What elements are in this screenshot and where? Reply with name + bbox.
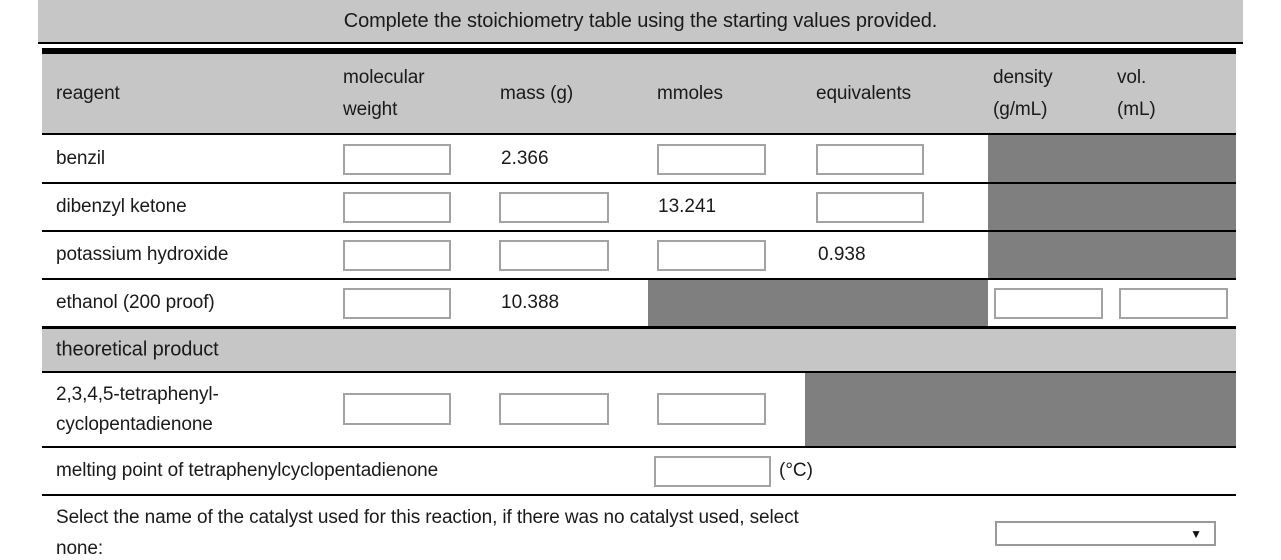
instruction-bar: Complete the stoichiometry table using t… <box>38 0 1243 44</box>
melting-point-input[interactable] <box>654 456 771 487</box>
benzil-mmoles-input[interactable] <box>657 144 766 175</box>
koh-mmoles-input[interactable] <box>657 240 766 271</box>
benzil-label: benzil <box>56 147 106 169</box>
koh-mw-input[interactable] <box>343 240 451 271</box>
table-top-rule <box>42 48 1236 54</box>
dibenzyl-ketone-label: dibenzyl ketone <box>56 196 187 217</box>
dibenzyl-mw-input[interactable] <box>343 192 451 223</box>
section-theoretical-product: theoretical product <box>42 329 1236 373</box>
ethanol-density-input[interactable] <box>994 288 1103 319</box>
stoichiometry-table: reagent molecular weight mass (g) mmoles … <box>42 48 1236 496</box>
catalyst-select[interactable]: ▼ <box>995 521 1216 546</box>
benzil-equivalents-input[interactable] <box>816 144 924 175</box>
col-header-density: density (g/mL) <box>993 66 1053 120</box>
product-mw-input[interactable] <box>343 393 451 425</box>
row-dibenzyl-ketone: dibenzyl ketone 13.241 <box>42 184 1236 232</box>
row-benzil: benzil 2.366 <box>42 135 1236 184</box>
product-name: 2,3,4,5-tetraphenyl- cyclopentadienone <box>56 383 219 435</box>
melting-point-label: melting point of tetraphenylcyclopentadi… <box>56 460 439 481</box>
col-header-mass: mass (g) <box>500 82 574 104</box>
blocked-cell <box>648 280 988 326</box>
blocked-cell <box>988 232 1236 278</box>
koh-mass-input[interactable] <box>499 240 609 271</box>
row-ethanol: ethanol (200 proof) 10.388 <box>42 280 1236 329</box>
blocked-cell <box>988 184 1236 230</box>
benzil-mass-value: 2.366 <box>501 147 549 169</box>
ethanol-label: ethanol (200 proof) <box>56 292 215 313</box>
koh-equivalents-value: 0.938 <box>818 244 866 265</box>
dibenzyl-mmoles-value: 13.241 <box>658 196 717 217</box>
ethanol-mass-value: 10.388 <box>501 292 560 313</box>
row-potassium-hydroxide: potassium hydroxide 0.938 <box>42 232 1236 280</box>
assignment-title: Complete the stoichiometry table using t… <box>343 9 938 32</box>
product-mmoles-input[interactable] <box>657 393 766 425</box>
catalyst-prompt: Select the name of the catalyst used for… <box>56 507 799 559</box>
theoretical-product-header: theoretical product <box>56 338 219 361</box>
product-mass-input[interactable] <box>499 393 609 425</box>
dibenzyl-equivalents-input[interactable] <box>816 192 924 223</box>
dibenzyl-mass-input[interactable] <box>499 192 609 223</box>
benzil-mw-input[interactable] <box>343 144 451 175</box>
celsius-unit-label: (°C) <box>779 460 813 481</box>
ethanol-mw-input[interactable] <box>343 288 451 319</box>
col-header-equivalents: equivalents <box>816 82 912 104</box>
potassium-hydroxide-label: potassium hydroxide <box>56 244 229 265</box>
col-header-molecular-weight: molecular weight <box>343 66 425 120</box>
col-header-reagent: reagent <box>56 82 120 104</box>
row-theoretical-product: 2,3,4,5-tetraphenyl- cyclopentadienone <box>42 373 1236 448</box>
blocked-cell <box>805 373 1236 446</box>
dropdown-arrow-icon: ▼ <box>1190 526 1202 541</box>
table-header-row: reagent molecular weight mass (g) mmoles … <box>42 54 1236 135</box>
row-melting-point: melting point of tetraphenylcyclopentadi… <box>42 448 1236 496</box>
ethanol-vol-input[interactable] <box>1119 288 1228 319</box>
col-header-mmoles: mmoles <box>657 82 723 104</box>
col-header-vol: vol. (mL) <box>1117 66 1156 120</box>
blocked-cell <box>988 135 1236 182</box>
